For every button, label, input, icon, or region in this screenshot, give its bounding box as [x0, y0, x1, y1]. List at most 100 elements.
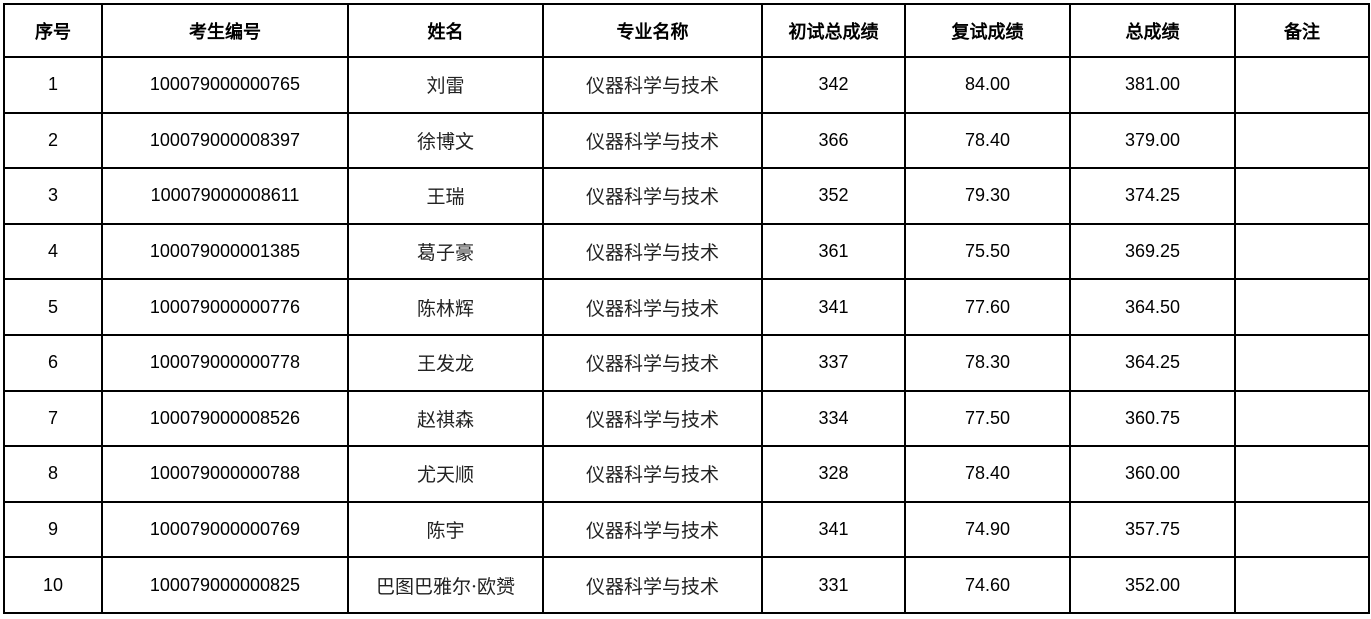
cell-remarks — [1234, 222, 1370, 281]
cell-total-score: 360.00 — [1069, 445, 1236, 503]
cell-name: 赵祺森 — [347, 389, 544, 448]
cell-name: 陈林辉 — [347, 278, 544, 336]
cell-remarks — [1234, 56, 1370, 114]
cell-exam-id: 100079000000778 — [101, 333, 349, 392]
cell-major: 仪器科学与技术 — [542, 56, 763, 114]
cell-exam-id: 100079000008526 — [101, 389, 349, 448]
table-row: 6 100079000000778 王发龙 仪器科学与技术 337 78.30 364.25 — [3, 333, 1370, 392]
cell-exam-id: 100079000000825 — [101, 556, 349, 614]
cell-initial-score: 352 — [761, 167, 906, 225]
cell-total-score: 374.25 — [1069, 167, 1236, 225]
cell-index: 7 — [3, 389, 103, 448]
cell-exam-id: 100079000000776 — [101, 278, 349, 336]
cell-name: 陈宇 — [347, 500, 544, 559]
cell-retest-score: 77.50 — [904, 389, 1071, 448]
cell-retest-score: 79.30 — [904, 167, 1071, 225]
cell-index: 10 — [3, 556, 103, 614]
cell-exam-id: 100079000000769 — [101, 500, 349, 559]
cell-initial-score: 331 — [761, 556, 906, 614]
cell-index: 2 — [3, 111, 103, 170]
cell-total-score: 364.25 — [1069, 333, 1236, 392]
table-row: 4 100079000001385 葛子豪 仪器科学与技术 361 75.50 369.25 — [3, 222, 1370, 281]
cell-index: 8 — [3, 445, 103, 503]
score-table: 序号 考生编号 姓名 专业名称 初试总成绩 复试成绩 总成绩 备注 1 100079000000… — [3, 3, 1370, 614]
cell-initial-score: 342 — [761, 56, 906, 114]
table-row: 7 100079000008526 赵祺森 仪器科学与技术 334 77.50 360.75 — [3, 389, 1370, 448]
header-col-total-score: 总成绩 — [1069, 3, 1236, 58]
header-col-major: 专业名称 — [542, 3, 763, 58]
cell-index: 4 — [3, 222, 103, 281]
cell-exam-id: 100079000000788 — [101, 445, 349, 503]
cell-retest-score: 74.60 — [904, 556, 1071, 614]
cell-major: 仪器科学与技术 — [542, 111, 763, 170]
cell-initial-score: 341 — [761, 278, 906, 336]
cell-retest-score: 84.00 — [904, 56, 1071, 114]
cell-name: 王发龙 — [347, 333, 544, 392]
cell-remarks — [1234, 556, 1370, 614]
cell-remarks — [1234, 500, 1370, 559]
cell-index: 1 — [3, 56, 103, 114]
cell-retest-score: 74.90 — [904, 500, 1071, 559]
cell-index: 5 — [3, 278, 103, 336]
header-col-name: 姓名 — [347, 3, 544, 58]
cell-remarks — [1234, 167, 1370, 225]
table-row: 9 100079000000769 陈宇 仪器科学与技术 341 74.90 357.75 — [3, 500, 1370, 559]
cell-major: 仪器科学与技术 — [542, 500, 763, 559]
header-col-initial-score: 初试总成绩 — [761, 3, 906, 58]
cell-total-score: 360.75 — [1069, 389, 1236, 448]
cell-major: 仪器科学与技术 — [542, 333, 763, 392]
cell-major: 仪器科学与技术 — [542, 167, 763, 225]
cell-initial-score: 341 — [761, 500, 906, 559]
cell-total-score: 352.00 — [1069, 556, 1236, 614]
header-col-retest-score: 复试成绩 — [904, 3, 1071, 58]
cell-remarks — [1234, 445, 1370, 503]
cell-exam-id: 100079000000765 — [101, 56, 349, 114]
cell-major: 仪器科学与技术 — [542, 389, 763, 448]
header-col-remarks: 备注 — [1234, 3, 1370, 58]
cell-name: 王瑞 — [347, 167, 544, 225]
cell-retest-score: 78.40 — [904, 111, 1071, 170]
cell-total-score: 369.25 — [1069, 222, 1236, 281]
cell-index: 3 — [3, 167, 103, 225]
table-row: 2 100079000008397 徐博文 仪器科学与技术 366 78.40 379.00 — [3, 111, 1370, 170]
cell-total-score: 357.75 — [1069, 500, 1236, 559]
cell-exam-id: 100079000008611 — [101, 167, 349, 225]
cell-exam-id: 100079000008397 — [101, 111, 349, 170]
table-row: 1 100079000000765 刘雷 仪器科学与技术 342 84.00 381.00 — [3, 56, 1370, 114]
cell-initial-score: 361 — [761, 222, 906, 281]
cell-major: 仪器科学与技术 — [542, 556, 763, 614]
cell-exam-id: 100079000001385 — [101, 222, 349, 281]
cell-name: 巴图巴雅尔·欧赟 — [347, 556, 544, 614]
cell-major: 仪器科学与技术 — [542, 445, 763, 503]
cell-initial-score: 328 — [761, 445, 906, 503]
header-row: 序号 考生编号 姓名 专业名称 初试总成绩 复试成绩 总成绩 备注 — [3, 3, 1370, 58]
cell-total-score: 364.50 — [1069, 278, 1236, 336]
table-row: 8 100079000000788 尤天顺 仪器科学与技术 328 78.40 360.00 — [3, 445, 1370, 503]
cell-initial-score: 334 — [761, 389, 906, 448]
cell-major: 仪器科学与技术 — [542, 278, 763, 336]
cell-name: 葛子豪 — [347, 222, 544, 281]
cell-initial-score: 337 — [761, 333, 906, 392]
cell-retest-score: 78.30 — [904, 333, 1071, 392]
table-row: 3 100079000008611 王瑞 仪器科学与技术 352 79.30 374.25 — [3, 167, 1370, 225]
cell-name: 尤天顺 — [347, 445, 544, 503]
cell-initial-score: 366 — [761, 111, 906, 170]
table-row: 5 100079000000776 陈林辉 仪器科学与技术 341 77.60 364.50 — [3, 278, 1370, 336]
cell-retest-score: 77.60 — [904, 278, 1071, 336]
cell-index: 9 — [3, 500, 103, 559]
cell-major: 仪器科学与技术 — [542, 222, 763, 281]
cell-retest-score: 75.50 — [904, 222, 1071, 281]
cell-total-score: 379.00 — [1069, 111, 1236, 170]
cell-index: 6 — [3, 333, 103, 392]
cell-total-score: 381.00 — [1069, 56, 1236, 114]
cell-name: 徐博文 — [347, 111, 544, 170]
table-row: 10 100079000000825 巴图巴雅尔·欧赟 仪器科学与技术 331 74.60… — [3, 556, 1370, 614]
cell-remarks — [1234, 111, 1370, 170]
cell-remarks — [1234, 333, 1370, 392]
cell-remarks — [1234, 278, 1370, 336]
cell-remarks — [1234, 389, 1370, 448]
header-col-exam-id: 考生编号 — [101, 3, 349, 58]
cell-retest-score: 78.40 — [904, 445, 1071, 503]
header-col-index: 序号 — [3, 3, 103, 58]
cell-name: 刘雷 — [347, 56, 544, 114]
